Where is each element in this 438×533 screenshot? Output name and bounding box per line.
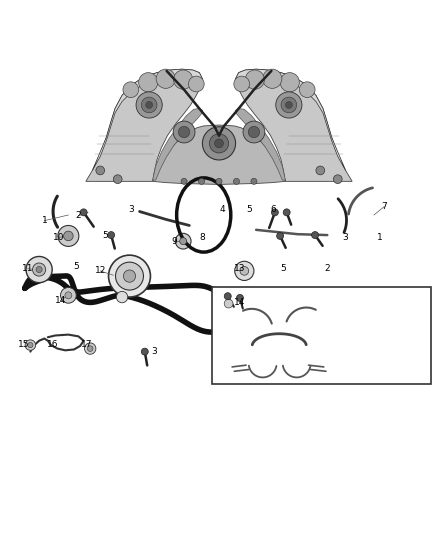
Circle shape — [146, 101, 152, 108]
Text: 16: 16 — [46, 340, 58, 349]
Circle shape — [263, 69, 282, 88]
Circle shape — [136, 92, 162, 118]
Circle shape — [141, 348, 148, 355]
Circle shape — [251, 179, 257, 184]
Circle shape — [96, 166, 105, 175]
Text: 4: 4 — [220, 205, 225, 214]
Circle shape — [117, 292, 128, 303]
Text: 3: 3 — [342, 233, 348, 242]
Circle shape — [141, 97, 157, 113]
Circle shape — [277, 232, 284, 239]
Text: 5: 5 — [102, 231, 108, 240]
Circle shape — [272, 209, 279, 216]
Circle shape — [202, 127, 236, 160]
Circle shape — [198, 179, 205, 184]
Polygon shape — [92, 69, 202, 171]
Circle shape — [60, 287, 76, 303]
Text: 5: 5 — [73, 262, 79, 271]
Circle shape — [26, 256, 52, 282]
Circle shape — [283, 209, 290, 216]
Polygon shape — [152, 125, 286, 184]
Circle shape — [188, 76, 204, 92]
Circle shape — [299, 82, 315, 98]
Text: 6: 6 — [271, 205, 276, 214]
Circle shape — [224, 293, 231, 300]
Circle shape — [276, 92, 302, 118]
Circle shape — [124, 270, 136, 282]
Circle shape — [123, 82, 139, 98]
Circle shape — [243, 121, 265, 143]
Bar — [212, 287, 431, 384]
Circle shape — [316, 166, 325, 175]
Circle shape — [65, 292, 72, 299]
Circle shape — [139, 72, 158, 92]
Circle shape — [237, 294, 244, 302]
Text: 10: 10 — [53, 233, 64, 242]
Circle shape — [108, 231, 115, 239]
Circle shape — [311, 231, 318, 239]
Text: 2: 2 — [76, 212, 81, 220]
Circle shape — [58, 225, 79, 246]
Text: 14: 14 — [55, 296, 67, 305]
Circle shape — [87, 346, 93, 351]
Circle shape — [245, 70, 265, 89]
Circle shape — [333, 175, 342, 183]
Circle shape — [32, 263, 46, 276]
Polygon shape — [236, 108, 286, 180]
Circle shape — [64, 231, 73, 241]
Circle shape — [181, 179, 187, 184]
Polygon shape — [86, 69, 202, 181]
Circle shape — [235, 261, 254, 280]
Circle shape — [286, 101, 292, 108]
Circle shape — [180, 238, 187, 245]
Circle shape — [175, 233, 191, 249]
Circle shape — [233, 179, 240, 184]
Text: 5: 5 — [246, 205, 251, 214]
Text: 3: 3 — [128, 205, 134, 214]
Circle shape — [85, 343, 96, 354]
Circle shape — [109, 255, 150, 297]
Polygon shape — [236, 69, 346, 171]
Text: 15: 15 — [18, 340, 29, 349]
Circle shape — [248, 126, 260, 138]
Text: 9: 9 — [172, 237, 177, 246]
Circle shape — [80, 209, 87, 216]
Text: 13: 13 — [234, 264, 246, 273]
Polygon shape — [236, 69, 352, 181]
Circle shape — [173, 70, 193, 89]
Text: 3: 3 — [152, 347, 157, 356]
Text: 11: 11 — [22, 264, 34, 273]
Circle shape — [280, 72, 299, 92]
Circle shape — [113, 175, 122, 183]
Circle shape — [234, 76, 250, 92]
Text: 2: 2 — [325, 264, 330, 273]
Circle shape — [28, 343, 33, 348]
Circle shape — [25, 340, 35, 350]
Circle shape — [116, 262, 144, 290]
Text: 17: 17 — [81, 340, 93, 349]
Text: 1: 1 — [42, 216, 47, 225]
Circle shape — [240, 266, 249, 275]
Circle shape — [36, 266, 42, 272]
Circle shape — [223, 290, 239, 306]
Polygon shape — [152, 108, 202, 180]
Circle shape — [281, 97, 297, 113]
Circle shape — [178, 126, 190, 138]
Circle shape — [215, 139, 223, 148]
Text: 1: 1 — [377, 233, 382, 242]
Text: 7: 7 — [381, 202, 387, 211]
Circle shape — [156, 69, 175, 88]
Circle shape — [209, 134, 229, 153]
Text: 12: 12 — [95, 266, 106, 276]
Text: 8: 8 — [200, 233, 205, 242]
Circle shape — [228, 294, 235, 302]
Text: 14: 14 — [234, 298, 246, 307]
Circle shape — [216, 179, 222, 184]
Circle shape — [173, 121, 195, 143]
Text: 5: 5 — [281, 264, 286, 273]
Circle shape — [224, 299, 233, 308]
